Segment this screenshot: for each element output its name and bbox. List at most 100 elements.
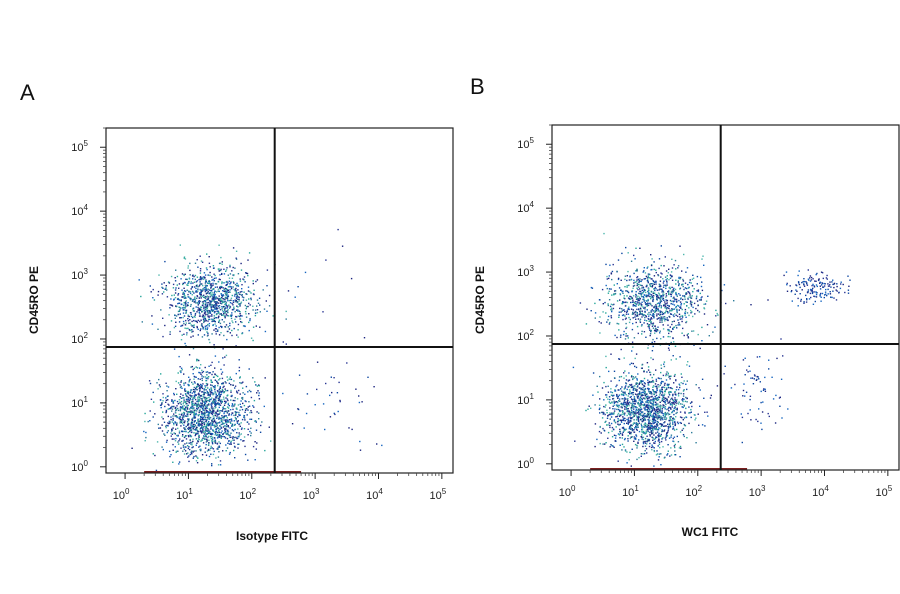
event-dot bbox=[200, 427, 202, 429]
event-dot bbox=[210, 435, 213, 437]
event-dot bbox=[204, 317, 206, 320]
event-dot bbox=[618, 376, 621, 378]
event-dot bbox=[663, 318, 665, 320]
event-dot bbox=[670, 303, 672, 305]
event-dot bbox=[591, 287, 594, 289]
event-dot bbox=[609, 418, 611, 420]
event-dot bbox=[238, 443, 240, 445]
event-dot bbox=[235, 297, 238, 300]
event-dot bbox=[350, 277, 353, 280]
event-dot bbox=[675, 283, 677, 285]
event-dot bbox=[206, 327, 209, 329]
event-dot bbox=[147, 420, 149, 423]
event-dot bbox=[658, 386, 660, 388]
event-dot bbox=[688, 292, 691, 294]
event-dot bbox=[617, 408, 620, 411]
event-dot bbox=[199, 424, 201, 426]
event-dot bbox=[652, 315, 655, 318]
event-dot bbox=[193, 367, 195, 370]
event-dot bbox=[605, 284, 607, 287]
event-dot bbox=[625, 301, 627, 303]
event-dot bbox=[193, 412, 195, 414]
event-dot bbox=[210, 290, 213, 292]
event-dot bbox=[217, 399, 220, 402]
event-dot bbox=[234, 428, 236, 431]
event-dot bbox=[188, 290, 190, 292]
event-dot bbox=[618, 329, 620, 331]
event-dot bbox=[211, 276, 213, 278]
event-dot bbox=[659, 285, 661, 288]
event-dot bbox=[149, 285, 151, 287]
event-dot bbox=[669, 387, 672, 389]
event-dot bbox=[646, 267, 648, 269]
event-dot bbox=[626, 295, 628, 297]
event-dot bbox=[610, 315, 612, 317]
event-dot bbox=[203, 334, 206, 336]
event-dot bbox=[226, 314, 228, 317]
event-dot bbox=[182, 312, 185, 314]
event-dot bbox=[217, 413, 219, 415]
event-dot bbox=[659, 416, 661, 418]
event-dot bbox=[183, 382, 185, 384]
event-dot bbox=[672, 420, 674, 422]
event-dot bbox=[226, 389, 229, 392]
event-dot bbox=[182, 434, 184, 436]
event-dot bbox=[205, 287, 207, 289]
event-dot bbox=[668, 394, 671, 396]
panel-b: B 100 101 102 103 104 105 100101102103104105 … bbox=[470, 74, 900, 539]
event-dot bbox=[241, 288, 243, 290]
event-dot bbox=[660, 419, 662, 421]
event-dot bbox=[198, 359, 200, 362]
event-dot bbox=[246, 414, 248, 416]
event-dot bbox=[712, 331, 714, 333]
event-dot bbox=[674, 443, 676, 446]
event-dot bbox=[684, 310, 687, 313]
event-dot bbox=[213, 440, 215, 442]
event-dot bbox=[649, 319, 652, 322]
event-dot bbox=[197, 407, 200, 409]
event-dot bbox=[244, 411, 246, 413]
event-dot bbox=[212, 453, 215, 456]
event-dot bbox=[704, 425, 706, 427]
event-dot bbox=[221, 326, 223, 329]
event-dot bbox=[637, 441, 639, 443]
event-dot bbox=[204, 304, 207, 306]
event-dot bbox=[660, 300, 663, 302]
event-dot bbox=[658, 441, 661, 444]
event-dot bbox=[638, 398, 641, 400]
event-dot bbox=[630, 362, 633, 364]
event-dot bbox=[632, 322, 634, 325]
event-dot bbox=[268, 294, 271, 297]
event-dot bbox=[642, 453, 644, 455]
event-dot bbox=[152, 416, 154, 418]
event-dot bbox=[266, 310, 268, 312]
event-dot bbox=[661, 298, 664, 300]
event-dot bbox=[218, 295, 220, 297]
event-dot bbox=[655, 330, 658, 333]
event-dot bbox=[627, 291, 630, 294]
event-dot bbox=[659, 301, 662, 304]
event-dot bbox=[193, 428, 195, 431]
event-dot bbox=[658, 436, 660, 438]
event-dot bbox=[230, 436, 232, 438]
event-dot bbox=[191, 446, 193, 449]
event-dot bbox=[654, 395, 656, 398]
event-dot bbox=[247, 391, 249, 393]
event-dot bbox=[215, 313, 218, 316]
event-dot bbox=[607, 319, 609, 321]
event-dot bbox=[617, 418, 619, 420]
event-dot bbox=[191, 419, 193, 421]
event-dot bbox=[177, 435, 179, 437]
event-dot bbox=[209, 296, 211, 298]
event-dot bbox=[612, 445, 614, 447]
event-dot bbox=[635, 303, 638, 305]
event-dot bbox=[201, 336, 204, 338]
event-dot bbox=[238, 434, 241, 436]
event-dot bbox=[626, 284, 628, 287]
event-dot bbox=[651, 318, 653, 320]
event-dot bbox=[680, 447, 682, 449]
event-dot bbox=[681, 315, 684, 317]
event-dot bbox=[215, 374, 218, 377]
event-dot bbox=[676, 309, 678, 311]
event-dot bbox=[635, 291, 637, 293]
